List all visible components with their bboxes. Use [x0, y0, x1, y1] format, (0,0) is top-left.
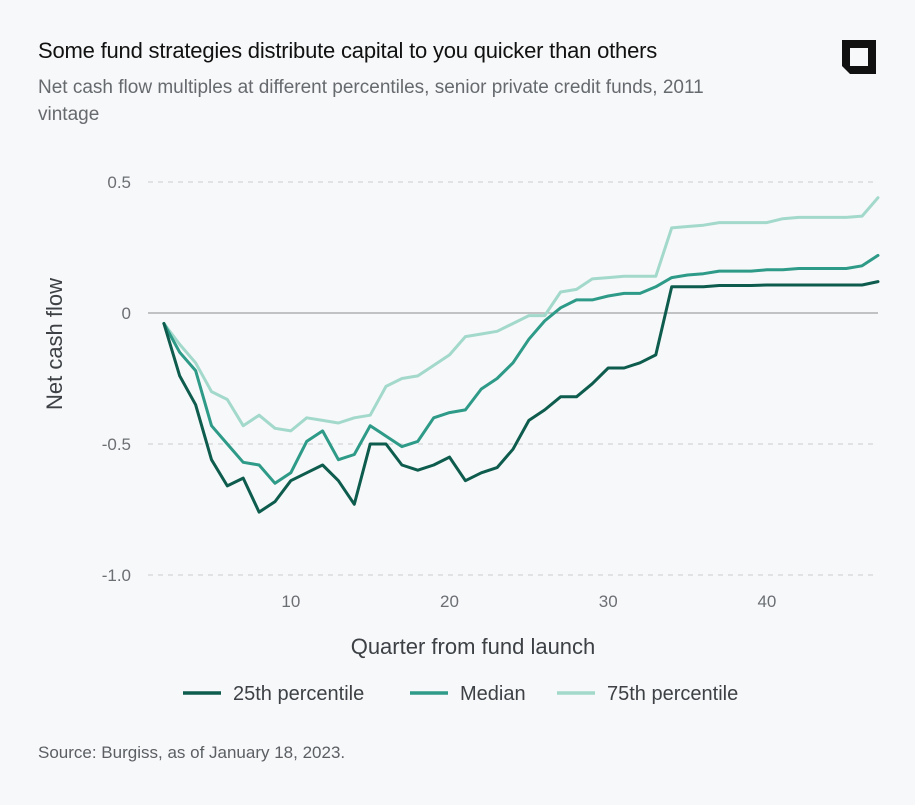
legend-item: 75th percentile [557, 683, 738, 705]
series-line-75th-percentile [162, 196, 880, 433]
y-tick-label: 0 [122, 304, 131, 323]
series-lines [162, 196, 880, 514]
y-axis-ticks: 0.5 0 -0.5 -1.0 [102, 173, 131, 585]
x-tick-label: 10 [281, 592, 300, 611]
legend-item: 25th percentile [183, 683, 364, 705]
source-note: Source: Burgiss, as of January 18, 2023. [38, 743, 346, 762]
y-tick-label: 0.5 [107, 173, 131, 192]
chart-subtitle: Net cash flow multiples at different per… [38, 77, 704, 125]
x-axis-ticks: 10 20 30 40 [281, 592, 776, 611]
y-axis-title: Net cash flow [42, 278, 67, 410]
legend: 25th percentile Median 75th percentile [183, 683, 738, 705]
legend-item: Median [410, 683, 526, 705]
chart-title: Some fund strategies distribute capital … [38, 38, 658, 63]
legend-label: 25th percentile [233, 683, 364, 705]
legend-label: Median [460, 683, 526, 705]
grid-lines [148, 181, 878, 576]
series-line-median [162, 253, 880, 485]
x-tick-label: 20 [440, 592, 459, 611]
y-tick-label: -0.5 [102, 435, 131, 454]
x-tick-label: 30 [599, 592, 618, 611]
x-tick-label: 40 [757, 592, 776, 611]
y-tick-label: -1.0 [102, 566, 131, 585]
x-axis-title: Quarter from fund launch [351, 634, 596, 659]
series-line-25th-percentile [162, 280, 880, 514]
legend-label: 75th percentile [607, 683, 738, 705]
brand-logo-icon [842, 40, 876, 74]
